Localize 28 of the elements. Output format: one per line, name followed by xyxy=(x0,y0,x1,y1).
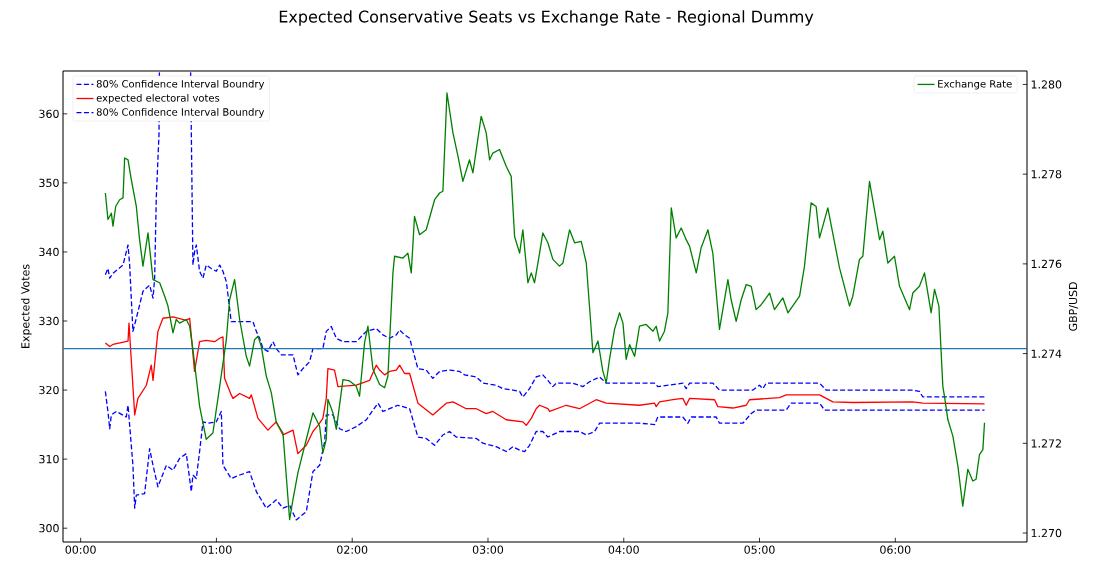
x-tick-label: 05:00 xyxy=(744,545,775,554)
y-tick-label: 350 xyxy=(39,178,59,188)
y-axis-title: Expected Votes xyxy=(21,264,32,348)
y2-tick-label: 1.280 xyxy=(1031,80,1062,89)
x-tick-label: 04:00 xyxy=(608,545,639,554)
y-tick-label: 310 xyxy=(39,454,59,464)
y2-axis-title: GBP/USD xyxy=(1068,282,1079,331)
x-tick-label: 00:00 xyxy=(65,545,96,554)
y-tick-label: 330 xyxy=(39,316,59,326)
line-series xyxy=(104,316,986,455)
y2-tick-label: 1.272 xyxy=(1031,439,1061,448)
y2-tick-label: 1.276 xyxy=(1031,259,1062,269)
x-tick-label: 06:00 xyxy=(880,545,911,554)
y-tick-label: 320 xyxy=(39,385,59,395)
legend-label: 80% Confidence Interval Boundry xyxy=(96,79,265,90)
y2-tick-label: 1.278 xyxy=(1031,170,1062,179)
legend-label: expected electoral votes xyxy=(96,93,220,104)
y-tick-label: 300 xyxy=(39,524,59,533)
chart-title: Expected Conservative Seats vs Exchange Rate - Regional Dummy xyxy=(279,10,814,26)
x-tick-label: 01:00 xyxy=(201,545,232,554)
x-tick-label: 02:00 xyxy=(337,545,368,554)
y2-tick-label: 1.270 xyxy=(1031,528,1062,538)
y-tick-label: 360 xyxy=(39,109,59,118)
legend-label: Exchange Rate xyxy=(938,79,1012,90)
x-tick-label: 03:00 xyxy=(472,545,504,554)
y-tick-label: 340 xyxy=(39,247,59,257)
y2-tick-label: 1.274 xyxy=(1031,349,1062,358)
legend-label: 80% Confidence Interval Boundry xyxy=(96,108,265,118)
